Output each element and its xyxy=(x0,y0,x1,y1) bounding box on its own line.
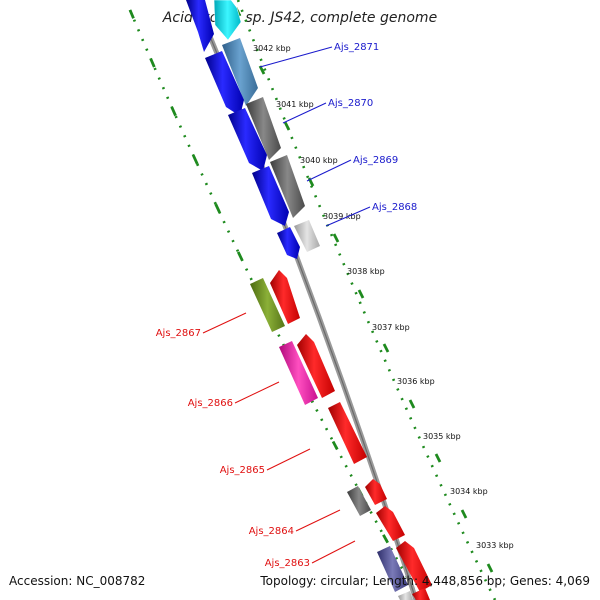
gene-label-leader xyxy=(234,381,280,404)
gene-label[interactable]: Ajs_2867 xyxy=(156,328,201,339)
gene-label-leader xyxy=(282,102,327,124)
gene-feature[interactable] xyxy=(377,546,408,592)
major-tick xyxy=(357,289,365,299)
gene-label-leader xyxy=(259,46,333,68)
kbp-tick-label: 3037 kbp xyxy=(372,323,410,332)
gene-label-leader xyxy=(311,540,356,564)
gene-label[interactable]: Ajs_2868 xyxy=(372,202,417,213)
blue-genes xyxy=(186,0,300,259)
major-tick xyxy=(460,509,468,519)
kbp-tick-label: 3041 kbp xyxy=(276,100,314,109)
gene-feature[interactable] xyxy=(279,341,318,405)
gene-feature[interactable] xyxy=(186,0,214,52)
gene-feature[interactable] xyxy=(376,506,405,541)
accession-label: Accession: NC_008782 xyxy=(9,574,146,588)
outer-tick-ring xyxy=(236,0,497,600)
gene-feature[interactable] xyxy=(270,155,305,218)
gene-label[interactable]: Ajs_2865 xyxy=(220,465,265,476)
kbp-tick-label: 3034 kbp xyxy=(450,487,488,496)
gene-feature[interactable] xyxy=(246,97,281,160)
gene-feature[interactable] xyxy=(347,486,371,516)
gene-label[interactable]: Ajs_2869 xyxy=(353,155,398,166)
gene-label[interactable]: Ajs_2863 xyxy=(265,558,310,569)
gene-feature[interactable] xyxy=(328,402,367,464)
gene-feature[interactable] xyxy=(297,334,335,398)
gene-feature[interactable] xyxy=(277,227,300,259)
gene-feature[interactable] xyxy=(213,0,242,41)
major-tick xyxy=(283,121,291,131)
gene-label-leader xyxy=(306,159,352,182)
forward-strand-genes xyxy=(213,0,320,252)
gene-feature[interactable] xyxy=(270,270,300,324)
major-tick xyxy=(434,453,442,463)
gene-label[interactable]: Ajs_2871 xyxy=(334,42,379,53)
kbp-tick-label: 3036 kbp xyxy=(397,377,435,386)
major-tick xyxy=(382,343,390,353)
gene-label-leader xyxy=(202,312,247,334)
gene-label[interactable]: Ajs_2870 xyxy=(328,98,373,109)
kbp-tick-label: 3038 kbp xyxy=(347,267,385,276)
kbp-tick-label: 3042 kbp xyxy=(253,44,291,53)
gene-feature[interactable] xyxy=(365,479,387,505)
gene-feature[interactable] xyxy=(398,591,413,600)
gene-label[interactable]: Ajs_2864 xyxy=(249,526,294,537)
gene-feature[interactable] xyxy=(205,51,244,116)
gene-label-leader xyxy=(266,448,311,471)
kbp-tick-labels: 3042 kbp 3041 kbp 3040 kbp 3039 kbp 3038 kbp… xyxy=(253,44,514,550)
gene-label-leader xyxy=(295,509,341,532)
kbp-tick-label: 3033 kbp xyxy=(476,541,514,550)
gene-feature[interactable] xyxy=(250,278,285,332)
gene-feature[interactable] xyxy=(294,220,320,252)
major-tick xyxy=(332,233,340,243)
major-tick xyxy=(486,563,494,573)
gene-label-leader xyxy=(325,206,371,227)
red-genes xyxy=(270,270,432,600)
gene-labels: Ajs_2871 Ajs_2870 Ajs_2869 Ajs_2868 Ajs_2867… xyxy=(156,42,418,569)
kbp-tick-label: 3040 kbp xyxy=(300,156,338,165)
gene-feature[interactable] xyxy=(396,541,432,592)
kbp-tick-label: 3035 kbp xyxy=(423,432,461,441)
gene-feature[interactable] xyxy=(222,38,258,106)
gene-feature[interactable] xyxy=(412,588,430,600)
topology-label: Topology: circular; Length: 4,448,856 bp… xyxy=(260,574,590,588)
gene-label[interactable]: Ajs_2866 xyxy=(188,398,233,409)
other-genes xyxy=(250,278,413,600)
gene-feature[interactable] xyxy=(252,166,289,226)
kbp-tick-label: 3039 kbp xyxy=(323,212,361,221)
major-tick xyxy=(408,399,416,409)
gene-feature[interactable] xyxy=(228,108,267,171)
